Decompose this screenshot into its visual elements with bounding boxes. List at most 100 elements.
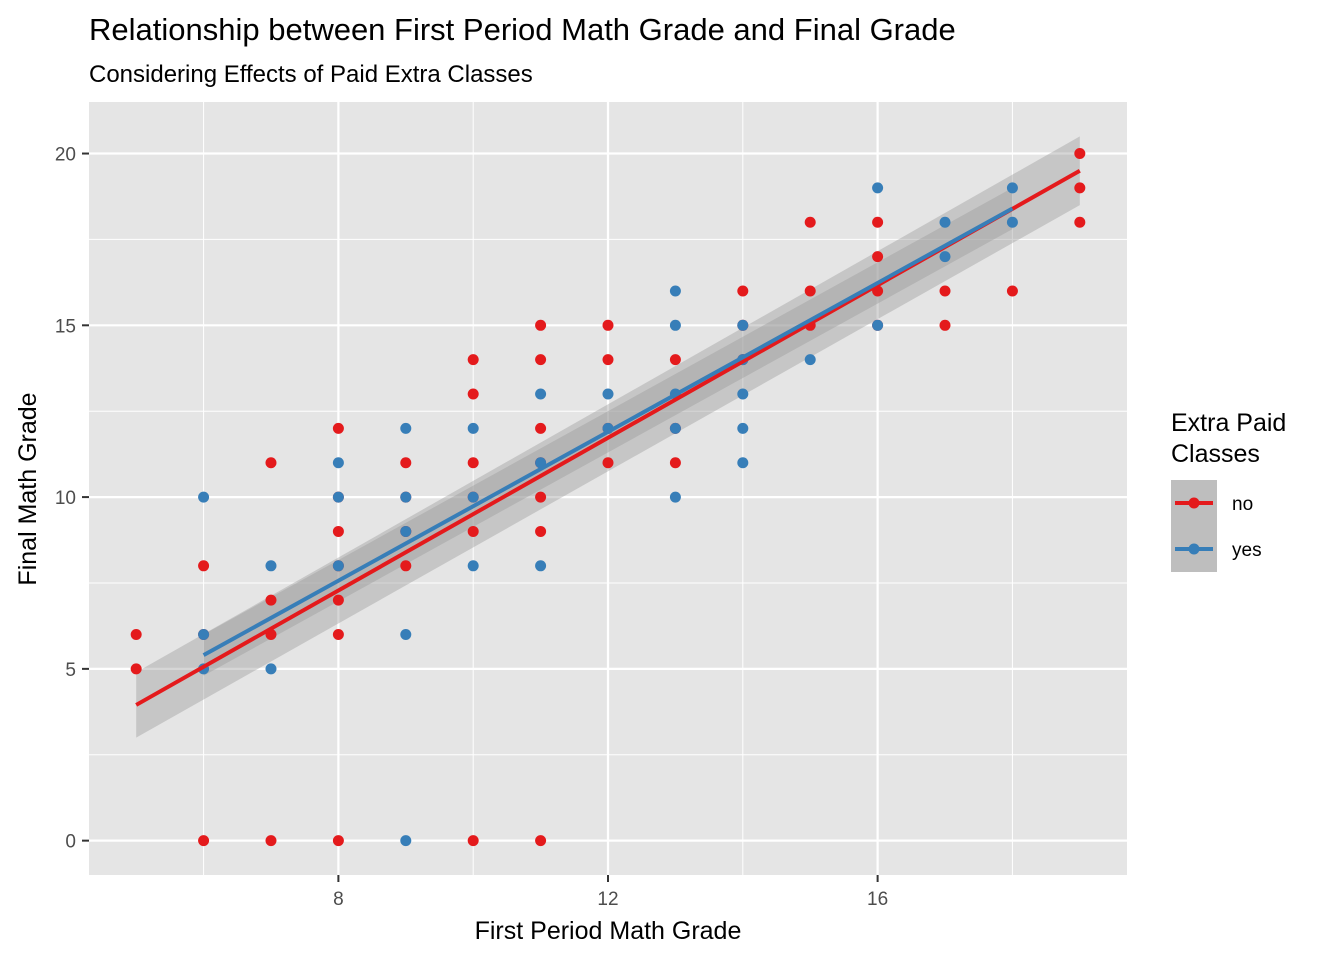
point-no	[332, 525, 344, 537]
point-no	[467, 835, 479, 847]
point-no	[467, 457, 479, 469]
x-tick-label: 12	[597, 889, 618, 910]
point-no	[332, 629, 344, 641]
point-no	[130, 663, 142, 675]
point-yes	[332, 457, 344, 469]
point-no	[467, 525, 479, 537]
point-yes	[737, 319, 749, 331]
point-yes	[265, 560, 277, 572]
point-no	[467, 388, 479, 400]
point-no	[872, 216, 884, 228]
point-no	[872, 251, 884, 263]
point-no	[535, 525, 547, 537]
point-no	[535, 319, 547, 331]
point-yes	[804, 354, 816, 366]
point-no	[602, 457, 614, 469]
point-yes	[400, 491, 412, 503]
point-yes	[265, 663, 277, 675]
point-no	[804, 216, 816, 228]
point-yes	[1006, 182, 1018, 194]
y-axis-title: Final Math Grade	[14, 392, 42, 585]
point-no	[198, 835, 210, 847]
point-no	[737, 285, 749, 297]
point-yes	[535, 560, 547, 572]
x-tick-label: 16	[867, 889, 888, 910]
point-no	[265, 594, 277, 606]
point-no	[1074, 216, 1086, 228]
point-no	[535, 354, 547, 366]
legend-keys: no yes	[1171, 480, 1262, 572]
legend-title-line-1: Extra Paid	[1171, 409, 1286, 437]
legend-title-line-2: Classes	[1171, 440, 1260, 468]
point-no	[535, 835, 547, 847]
point-yes	[332, 560, 344, 572]
y-tick-label: 5	[65, 660, 76, 681]
point-no	[939, 319, 951, 331]
point-yes	[872, 182, 884, 194]
point-no	[669, 457, 681, 469]
point-no	[332, 594, 344, 606]
point-no	[265, 457, 277, 469]
point-yes	[872, 319, 884, 331]
point-no	[535, 491, 547, 503]
point-yes	[669, 422, 681, 434]
legend-label-no: no	[1232, 494, 1253, 515]
point-yes	[737, 457, 749, 469]
x-axis-title: First Period Math Grade	[475, 917, 742, 945]
point-yes	[669, 491, 681, 503]
point-no	[1006, 285, 1018, 297]
point-no	[1074, 182, 1086, 194]
point-yes	[400, 422, 412, 434]
fit-lines	[135, 168, 1081, 707]
x-tick-label: 8	[333, 889, 344, 910]
point-yes	[198, 629, 210, 641]
y-tick-label: 0	[65, 832, 76, 853]
point-yes	[400, 835, 412, 847]
point-no	[535, 422, 547, 434]
point-yes	[535, 388, 547, 400]
point-yes	[939, 251, 951, 263]
point-yes	[669, 319, 681, 331]
point-yes	[602, 388, 614, 400]
point-yes	[939, 216, 951, 228]
point-no	[939, 285, 951, 297]
point-yes	[737, 388, 749, 400]
point-no	[669, 354, 681, 366]
fit-line-yes	[202, 206, 1014, 657]
point-yes	[198, 491, 210, 503]
chart-subtitle: Considering Effects of Paid Extra Classe…	[89, 61, 533, 88]
point-no	[332, 835, 344, 847]
point-yes	[467, 422, 479, 434]
point-yes	[332, 491, 344, 503]
chart-title: Relationship between First Period Math G…	[89, 12, 956, 47]
y-tick-label: 15	[55, 316, 76, 337]
point-no	[332, 422, 344, 434]
point-yes	[737, 422, 749, 434]
legend-key-point-yes	[1188, 543, 1200, 555]
y-axis-ticks: 0 5 10 15 20	[55, 145, 89, 853]
y-tick-label: 20	[55, 145, 76, 166]
point-yes	[669, 285, 681, 297]
point-no	[602, 319, 614, 331]
point-yes	[400, 629, 412, 641]
point-no	[198, 560, 210, 572]
point-no	[467, 354, 479, 366]
legend-label-yes: yes	[1232, 540, 1262, 561]
point-yes	[1006, 216, 1018, 228]
x-axis-ticks: 8 12 16	[333, 875, 888, 910]
point-no	[265, 835, 277, 847]
data-points	[130, 148, 1086, 847]
legend: Extra Paid Classes no yes	[1171, 409, 1286, 572]
point-no	[400, 560, 412, 572]
point-yes	[467, 560, 479, 572]
point-no	[130, 629, 142, 641]
point-no	[1074, 148, 1086, 160]
point-yes	[467, 491, 479, 503]
legend-key-point-no	[1188, 497, 1200, 509]
point-no	[602, 354, 614, 366]
point-no	[400, 457, 412, 469]
point-no	[804, 285, 816, 297]
point-yes	[400, 525, 412, 537]
y-tick-label: 10	[55, 488, 76, 509]
